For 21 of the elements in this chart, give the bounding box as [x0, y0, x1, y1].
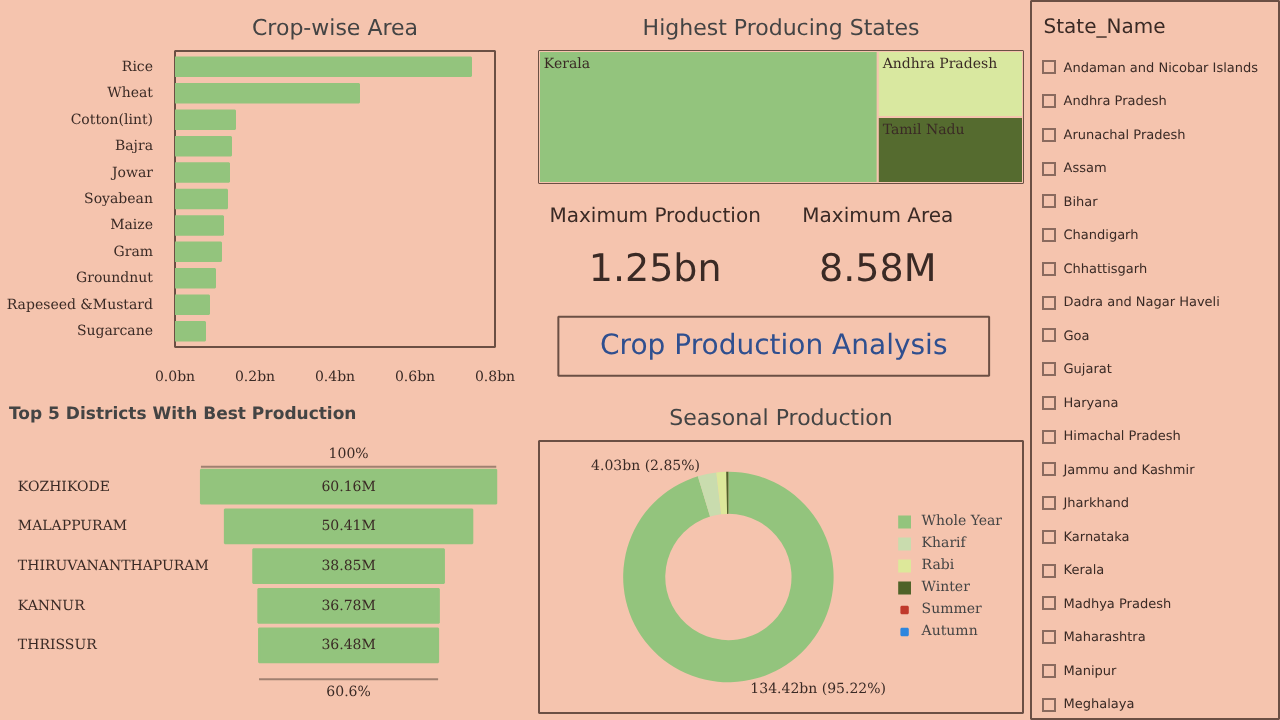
bar — [175, 241, 222, 263]
bar — [175, 162, 230, 183]
text: Crop Production Analysis — [600, 330, 948, 363]
text: 1.25bn — [588, 246, 722, 291]
bar — [175, 83, 360, 104]
bar — [175, 320, 206, 342]
bar — [175, 109, 236, 130]
bar — [175, 56, 472, 78]
bar — [175, 188, 228, 210]
text: Highest Producing States — [642, 15, 920, 41]
bar — [175, 135, 232, 157]
text: State_Name — [1043, 16, 1166, 39]
bar — [175, 268, 216, 289]
bar — [175, 215, 224, 236]
text: Maximum Production — [549, 206, 761, 229]
text: Maximum Area — [802, 206, 954, 229]
chart-title: Seasonal Production — [669, 405, 893, 431]
text: 8.58M — [819, 246, 937, 291]
chart-title: Crop-wise Area — [252, 15, 419, 41]
text: Top 5 Districts With Best Production — [9, 405, 357, 425]
bar — [175, 294, 210, 315]
